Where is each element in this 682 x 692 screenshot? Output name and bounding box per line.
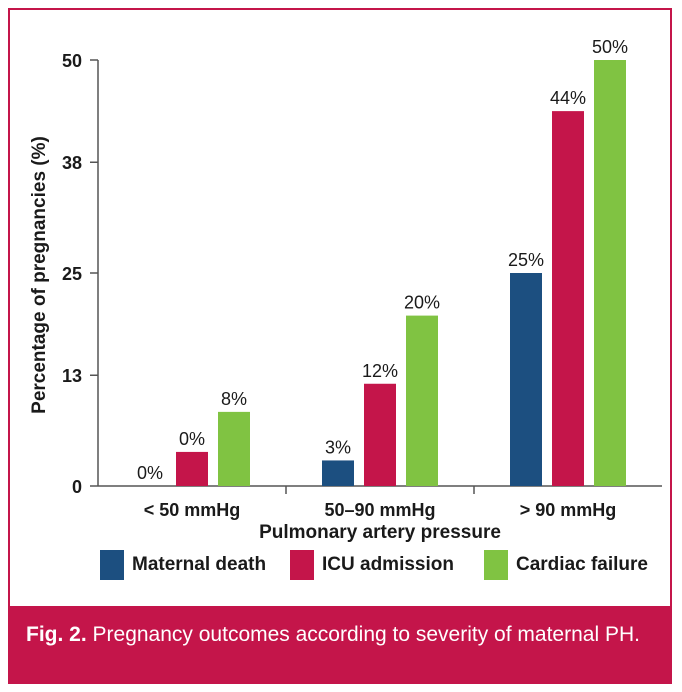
legend-item-cardiac-failure: Cardiac failure — [484, 548, 648, 582]
bars — [176, 60, 626, 487]
y-tick-label: 50 — [62, 51, 82, 71]
y-tick-label: 0 — [72, 477, 82, 497]
y-axis-title: Percentage of pregnancies (%) — [29, 136, 50, 414]
legend-label-maternal-death: Maternal death — [132, 554, 267, 575]
data-label: 20% — [404, 293, 440, 313]
x-tick-label: < 50 mmHg — [144, 500, 241, 520]
legend-item-icu-admission: ICU admission — [290, 548, 454, 582]
legend-swatch-cardiac-failure — [484, 550, 508, 580]
data-label: 0% — [137, 463, 163, 483]
data-label: 3% — [325, 437, 351, 457]
bar-chart: 0 13 25 38 50 < 50 mmHg 50–90 mmHg > 90 mmHg 0… — [29, 37, 662, 543]
y-tick-label: 13 — [62, 366, 82, 386]
legend-label-cardiac-failure: Cardiac failure — [516, 554, 648, 575]
legend-swatch-icu-admission — [290, 550, 314, 580]
y-tick-label: 25 — [62, 264, 82, 284]
data-labels: 0% 3% 25% 0% 12% 44% 8% 20% 50% — [137, 37, 628, 483]
caption-text: Pregnancy outcomes according to severity… — [86, 623, 640, 646]
y-ticks: 0 13 25 38 50 — [62, 51, 98, 497]
data-label: 44% — [550, 88, 586, 108]
x-ticks: < 50 mmHg 50–90 mmHg > 90 mmHg — [144, 486, 617, 520]
data-label: 25% — [508, 250, 544, 270]
data-label: 50% — [592, 37, 628, 57]
bar-maternal-death — [322, 460, 354, 486]
data-label: 12% — [362, 361, 398, 381]
y-tick-label: 38 — [62, 153, 82, 173]
legend-swatch-maternal-death — [100, 550, 124, 580]
data-label: 0% — [179, 429, 205, 449]
bar-icu-admission — [364, 383, 396, 486]
x-axis-title: Pulmonary artery pressure — [259, 522, 501, 543]
bar-cardiac-failure — [218, 411, 250, 486]
bar-icu-admission — [552, 111, 584, 487]
legend: Maternal death ICU admission Cardiac fai… — [0, 548, 682, 582]
bar-maternal-death — [510, 273, 542, 486]
legend-label-icu-admission: ICU admission — [322, 554, 454, 575]
caption-lead: Fig. 2. — [26, 623, 87, 646]
bar-cardiac-failure — [406, 315, 438, 486]
legend-item-maternal-death: Maternal death — [100, 548, 266, 582]
x-tick-label: > 90 mmHg — [520, 500, 617, 520]
bar-cardiac-failure — [594, 60, 626, 486]
data-label: 8% — [221, 389, 247, 409]
figure-caption: Fig. 2. Pregnancy outcomes according to … — [8, 606, 672, 684]
x-tick-label: 50–90 mmHg — [324, 500, 435, 520]
bar-icu-admission — [176, 451, 208, 486]
